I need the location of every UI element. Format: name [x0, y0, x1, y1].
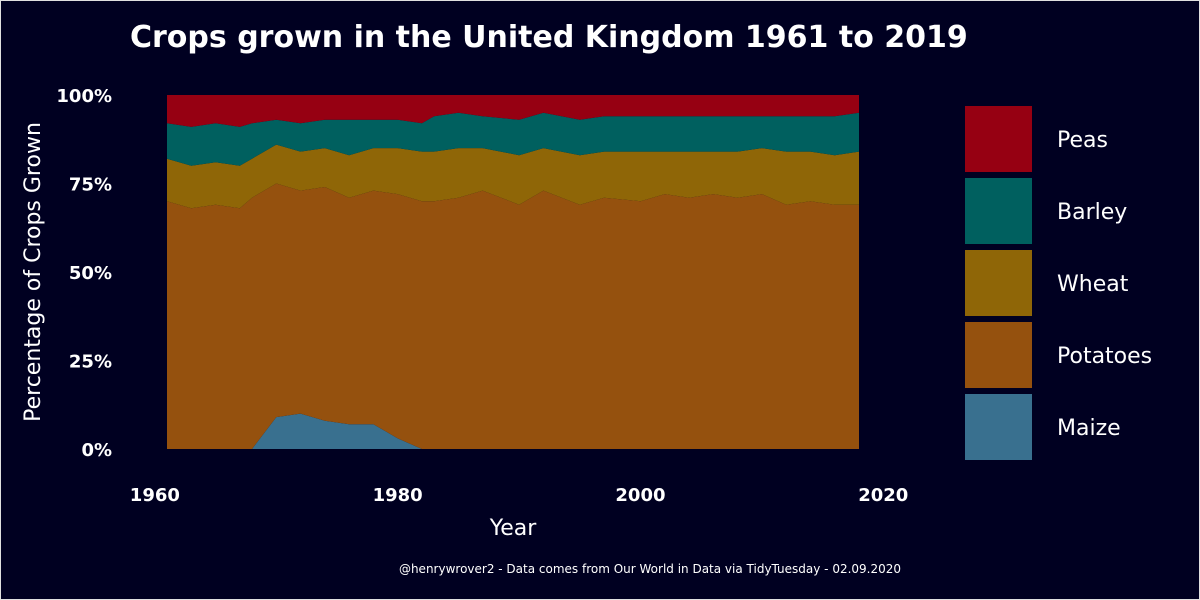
area-barley [167, 112, 859, 166]
area-wheat [167, 144, 859, 209]
area-potatoes [167, 183, 859, 449]
legend-swatch-wheat [965, 250, 1032, 316]
x-axis-label: Year [489, 516, 538, 541]
y-tick-label: 0% [81, 440, 112, 461]
y-tick-label: 25% [69, 352, 112, 373]
y-tick-label: 75% [69, 175, 112, 196]
legend-swatch-maize [965, 394, 1032, 460]
legend-label-barley: Barley [1057, 200, 1127, 225]
y-axis-label: Percentage of Crops Grown [21, 122, 46, 422]
x-tick-label: 1980 [373, 485, 423, 506]
chart-caption: @henrywrover2 - Data comes from Our Worl… [399, 562, 901, 576]
area-series-group [167, 95, 859, 449]
x-axis-ticks: 1960 1980 2000 2020 [130, 485, 909, 506]
chart-title: Crops grown in the United Kingdom 1961 t… [130, 20, 968, 55]
y-tick-label: 100% [56, 86, 112, 107]
area-maize [167, 413, 859, 449]
legend-swatch-barley [965, 178, 1032, 244]
legend-swatch-potatoes [965, 322, 1032, 388]
area-peas [167, 95, 859, 127]
x-tick-label: 1960 [130, 485, 180, 506]
y-axis-ticks: 0% 25% 50% 75% 100% [56, 86, 112, 461]
legend: Peas Barley Wheat Potatoes Maize [965, 106, 1152, 460]
y-tick-label: 50% [69, 263, 112, 284]
x-tick-label: 2000 [615, 485, 665, 506]
legend-label-potatoes: Potatoes [1057, 344, 1152, 369]
legend-label-wheat: Wheat [1057, 272, 1129, 297]
legend-label-maize: Maize [1057, 416, 1121, 441]
legend-swatch-peas [965, 106, 1032, 172]
legend-label-peas: Peas [1057, 128, 1108, 153]
x-tick-label: 2020 [858, 485, 908, 506]
